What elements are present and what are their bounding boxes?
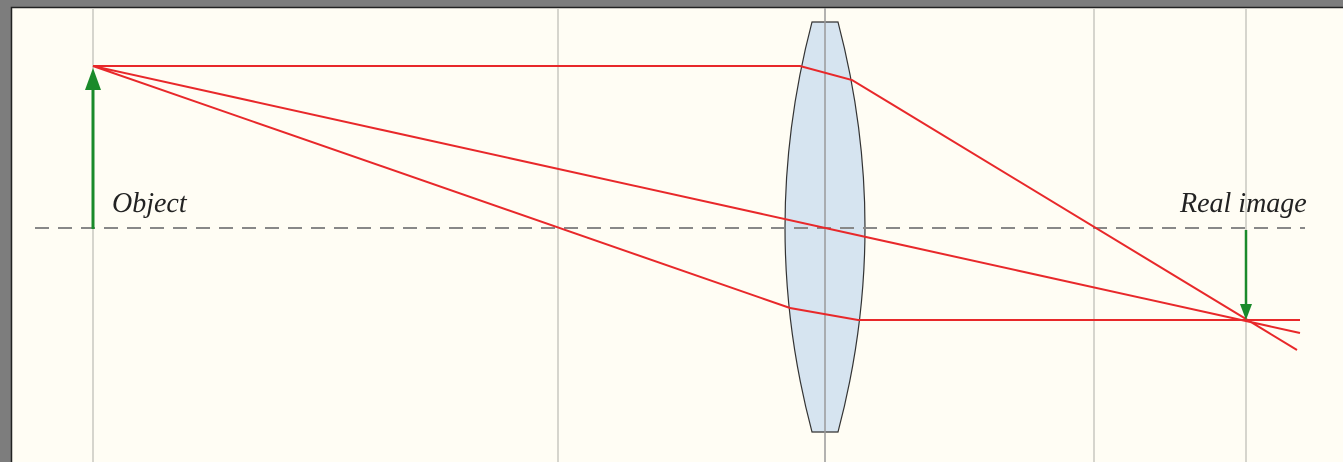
object-label: Object: [112, 188, 188, 219]
image-label: Real image: [1179, 188, 1307, 219]
image-arrow: [1240, 230, 1252, 320]
panel: [10, 6, 1343, 462]
object-arrow: [85, 68, 101, 229]
ray-focal: [92, 65, 1300, 321]
ray-center: [92, 65, 1301, 334]
rays: [92, 65, 1301, 351]
ray-parallel: [93, 65, 1298, 351]
image-arrow-head: [1240, 304, 1252, 320]
object-arrow-head: [85, 68, 101, 90]
